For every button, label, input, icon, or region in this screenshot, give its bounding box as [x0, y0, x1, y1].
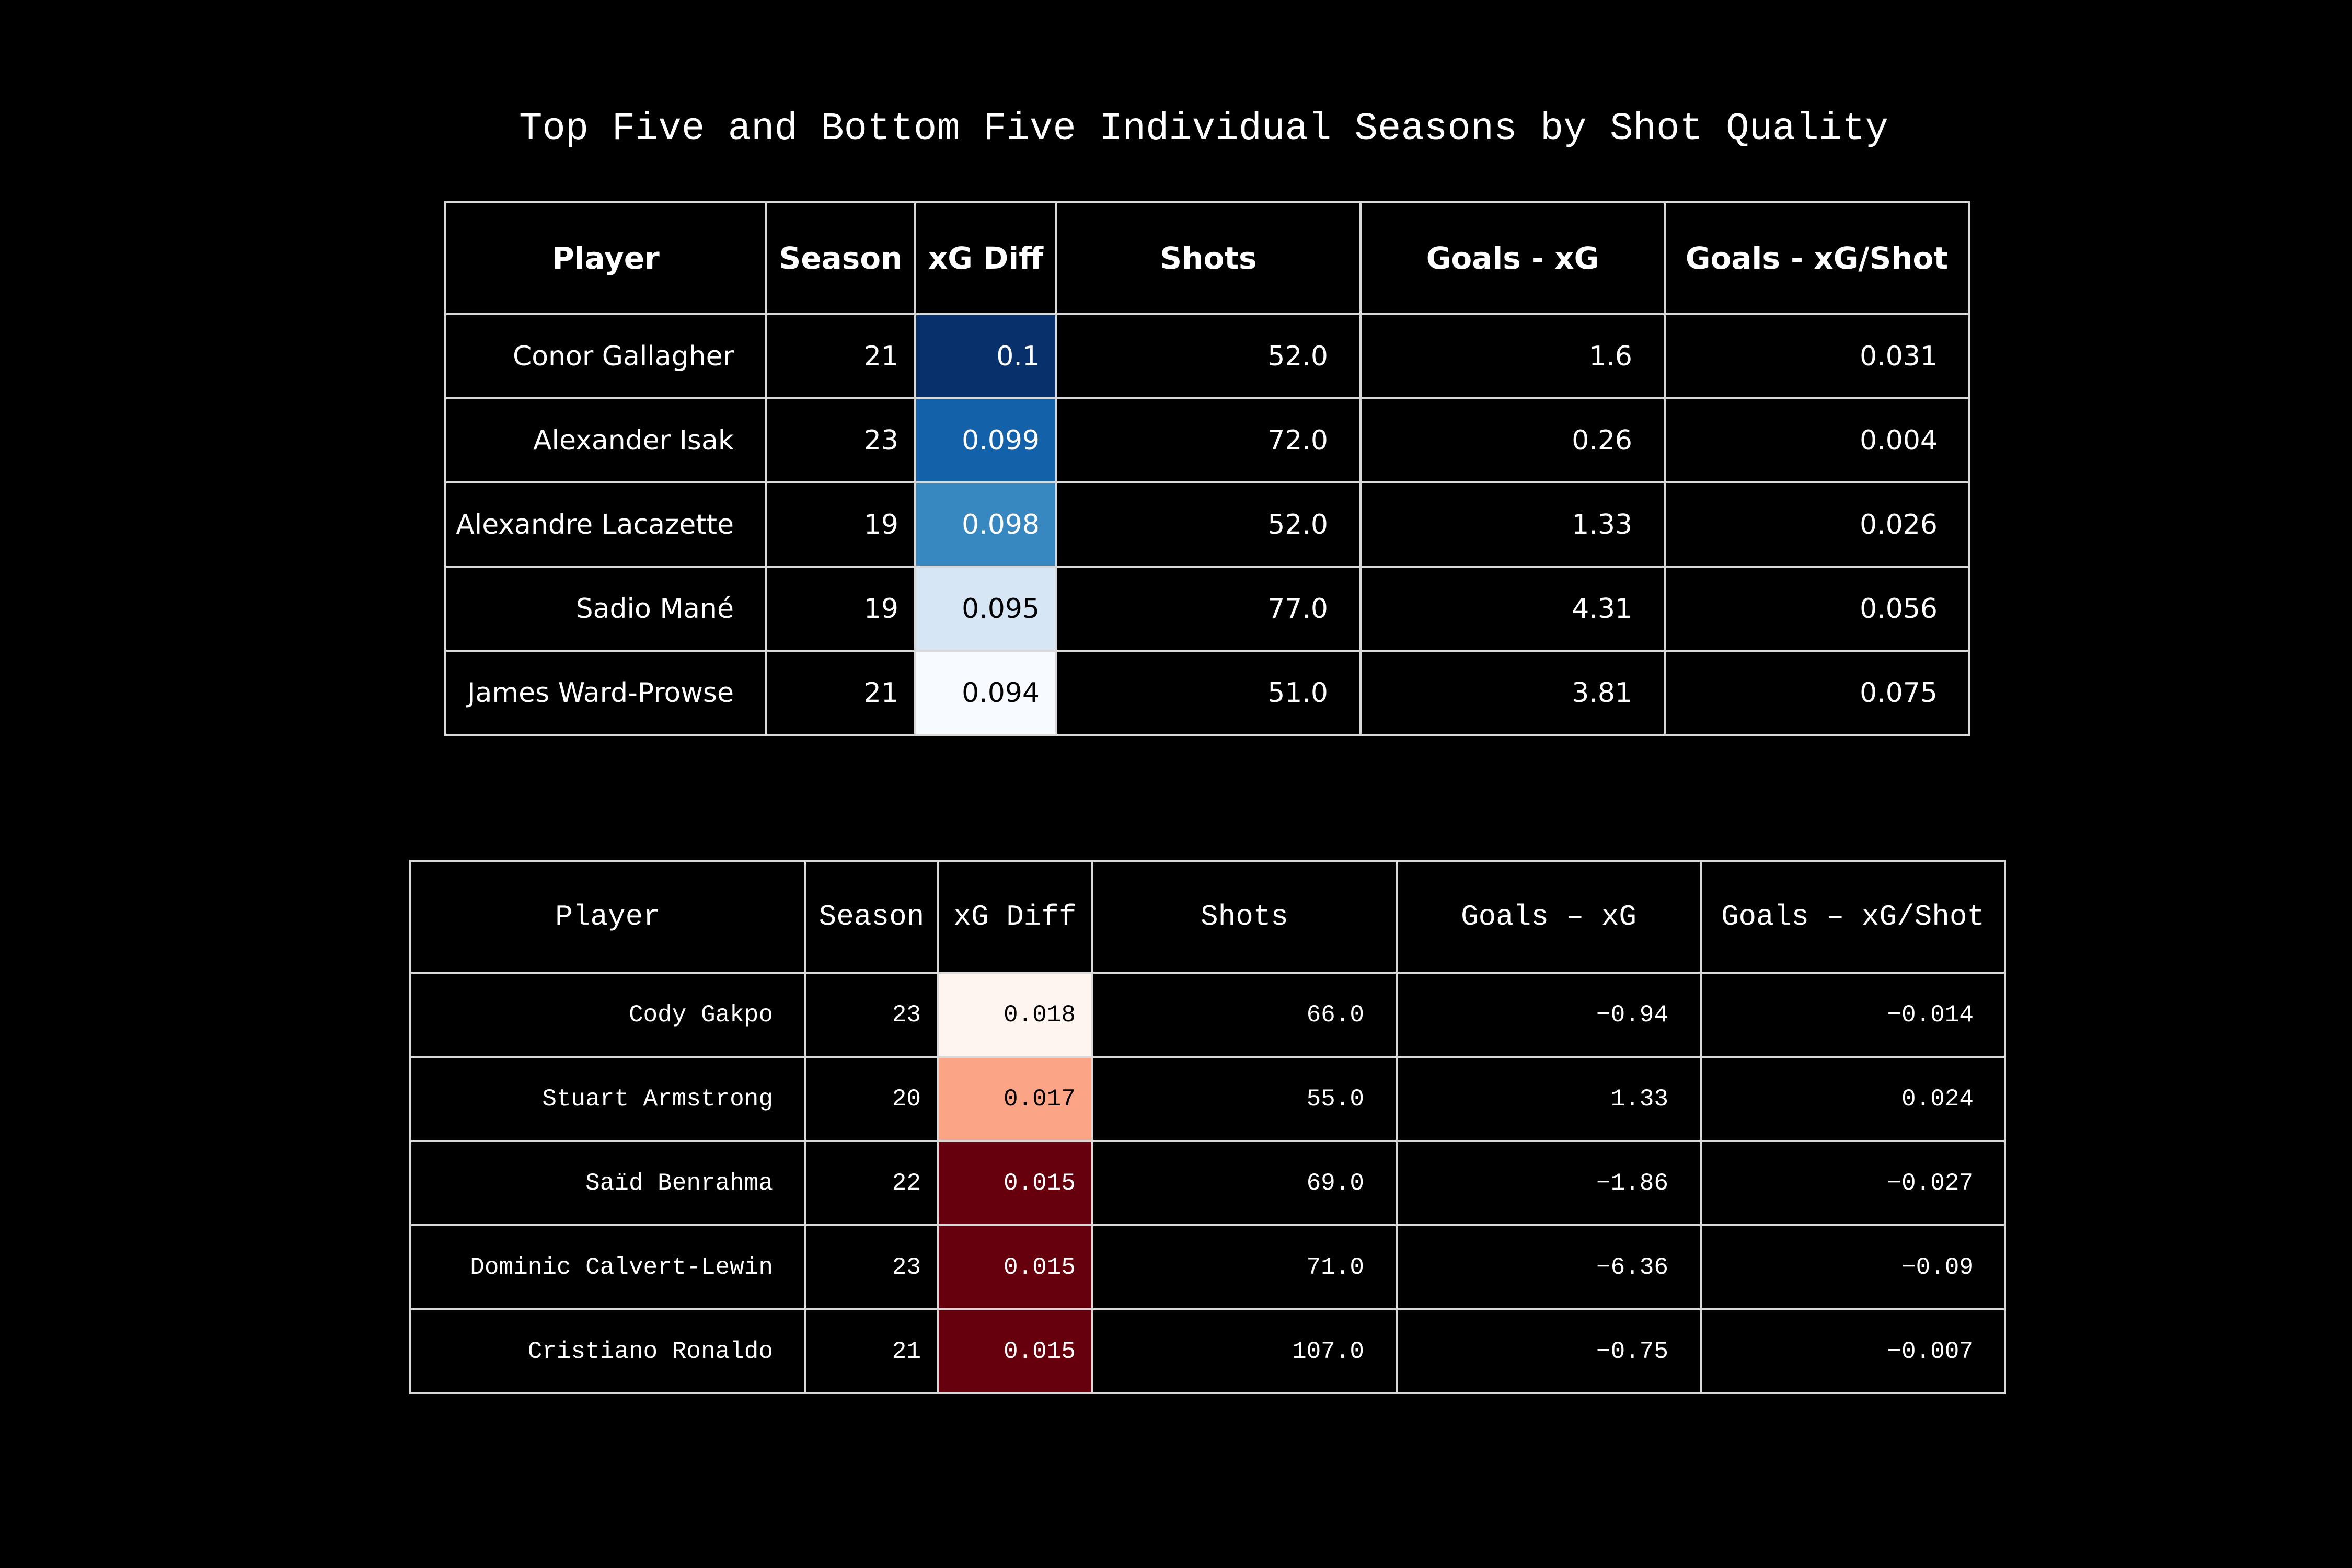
top-cell-player: James Ward-Prowse: [444, 650, 767, 736]
bottom-cell-player: Stuart Armstrong: [409, 1056, 806, 1142]
top-table-row: Sadio Mané 19 0.095 77.0 4.31 0.056: [444, 566, 1970, 652]
bottom-cell-goals-minus-xg: −6.36: [1396, 1224, 1702, 1310]
chart-title: Top Five and Bottom Five Individual Seas…: [518, 107, 1889, 151]
bottom-cell-shots: 107.0: [1091, 1308, 1398, 1394]
top-cell-player: Alexander Isak: [444, 397, 767, 483]
bottom-cell-season: 22: [804, 1140, 939, 1226]
bottom-header-goals-minus-xg-per-shot: Goals – xG/Shot: [1700, 860, 2006, 974]
bottom-cell-xg-diff: 0.018: [937, 972, 1093, 1058]
bottom-cell-goals-minus-xg-per-shot: −0.014: [1700, 972, 2006, 1058]
bottom-cell-player: Cristiano Ronaldo: [409, 1308, 806, 1394]
bottom-table-body: Cody Gakpo 23 0.018 66.0 −0.94 −0.014 Stuart A…: [409, 972, 2006, 1394]
bottom-cell-goals-minus-xg: 1.33: [1396, 1056, 1702, 1142]
bottom-cell-goals-minus-xg: −0.75: [1396, 1308, 1702, 1394]
bottom-cell-goals-minus-xg: −1.86: [1396, 1140, 1702, 1226]
bottom-cell-xg-diff: 0.015: [937, 1224, 1093, 1310]
top-table-body: Conor Gallagher 21 0.1 52.0 1.6 0.031 Alexande…: [444, 313, 1970, 736]
bottom-cell-player: Cody Gakpo: [409, 972, 806, 1058]
top-header-row: Player Season xG Diff Shots Goals - xG Goals …: [444, 201, 1970, 315]
top-cell-goals-minus-xg-per-shot: 0.026: [1664, 481, 1970, 568]
top-cell-season: 21: [765, 650, 916, 736]
top-cell-season: 19: [765, 566, 916, 652]
bottom-cell-player: Dominic Calvert-Lewin: [409, 1224, 806, 1310]
top-cell-shots: 52.0: [1055, 481, 1362, 568]
top-header-xg-diff: xG Diff: [914, 201, 1057, 315]
bottom-cell-season: 23: [804, 972, 939, 1058]
top-table-row: James Ward-Prowse 21 0.094 51.0 3.81 0.075: [444, 650, 1970, 736]
bottom-cell-xg-diff: 0.015: [937, 1308, 1093, 1394]
top-cell-goals-minus-xg: 3.81: [1359, 650, 1666, 736]
top-header-season: Season: [765, 201, 916, 315]
top-cell-xg-diff: 0.098: [914, 481, 1057, 568]
top-cell-goals-minus-xg-per-shot: 0.056: [1664, 566, 1970, 652]
bottom-five-table: Player Season xG Diff Shots Goals – xG Goals …: [409, 860, 2006, 1394]
bottom-table-row: Cristiano Ronaldo 21 0.015 107.0 −0.75 −0.007: [409, 1308, 2006, 1394]
top-cell-shots: 72.0: [1055, 397, 1362, 483]
bottom-cell-shots: 69.0: [1091, 1140, 1398, 1226]
top-cell-xg-diff: 0.095: [914, 566, 1057, 652]
top-cell-player: Alexandre Lacazette: [444, 481, 767, 568]
top-header-player: Player: [444, 201, 767, 315]
bottom-cell-xg-diff: 0.017: [937, 1056, 1093, 1142]
top-cell-season: 19: [765, 481, 916, 568]
top-cell-season: 21: [765, 313, 916, 399]
top-cell-xg-diff: 0.1: [914, 313, 1057, 399]
bottom-cell-goals-minus-xg-per-shot: −0.007: [1700, 1308, 2006, 1394]
bottom-cell-shots: 71.0: [1091, 1224, 1398, 1310]
top-cell-player: Sadio Mané: [444, 566, 767, 652]
top-header-goals-minus-xg: Goals - xG: [1359, 201, 1666, 315]
top-cell-goals-minus-xg: 4.31: [1359, 566, 1666, 652]
top-table-row: Conor Gallagher 21 0.1 52.0 1.6 0.031: [444, 313, 1970, 399]
top-cell-goals-minus-xg-per-shot: 0.004: [1664, 397, 1970, 483]
top-cell-goals-minus-xg-per-shot: 0.031: [1664, 313, 1970, 399]
bottom-cell-goals-minus-xg-per-shot: −0.027: [1700, 1140, 2006, 1226]
top-cell-goals-minus-xg: 1.33: [1359, 481, 1666, 568]
bottom-cell-shots: 66.0: [1091, 972, 1398, 1058]
bottom-table-row: Saïd Benrahma 22 0.015 69.0 −1.86 −0.027: [409, 1140, 2006, 1226]
bottom-header-row: Player Season xG Diff Shots Goals – xG Goals …: [409, 860, 2006, 974]
top-cell-goals-minus-xg-per-shot: 0.075: [1664, 650, 1970, 736]
top-cell-goals-minus-xg: 0.26: [1359, 397, 1666, 483]
bottom-cell-goals-minus-xg-per-shot: −0.09: [1700, 1224, 2006, 1310]
top-cell-xg-diff: 0.099: [914, 397, 1057, 483]
top-cell-shots: 51.0: [1055, 650, 1362, 736]
bottom-cell-shots: 55.0: [1091, 1056, 1398, 1142]
bottom-header-player: Player: [409, 860, 806, 974]
bottom-cell-season: 20: [804, 1056, 939, 1142]
bottom-cell-goals-minus-xg: −0.94: [1396, 972, 1702, 1058]
top-cell-season: 23: [765, 397, 916, 483]
top-table-row: Alexander Isak 23 0.099 72.0 0.26 0.004: [444, 397, 1970, 483]
top-cell-xg-diff: 0.094: [914, 650, 1057, 736]
bottom-table-row: Cody Gakpo 23 0.018 66.0 −0.94 −0.014: [409, 972, 2006, 1058]
top-five-table: Player Season xG Diff Shots Goals - xG Goals …: [444, 201, 1970, 736]
bottom-table-row: Dominic Calvert-Lewin 23 0.015 71.0 −6.36 −0.…: [409, 1224, 2006, 1310]
top-cell-shots: 77.0: [1055, 566, 1362, 652]
top-table-row: Alexandre Lacazette 19 0.098 52.0 1.33 0.026: [444, 481, 1970, 568]
bottom-header-goals-minus-xg: Goals – xG: [1396, 860, 1702, 974]
bottom-header-shots: Shots: [1091, 860, 1398, 974]
bottom-cell-player: Saïd Benrahma: [409, 1140, 806, 1226]
bottom-header-xg-diff: xG Diff: [937, 860, 1093, 974]
bottom-cell-xg-diff: 0.015: [937, 1140, 1093, 1226]
top-header-goals-minus-xg-per-shot: Goals - xG/Shot: [1664, 201, 1970, 315]
top-cell-player: Conor Gallagher: [444, 313, 767, 399]
bottom-cell-season: 21: [804, 1308, 939, 1394]
bottom-cell-goals-minus-xg-per-shot: 0.024: [1700, 1056, 2006, 1142]
bottom-table-row: Stuart Armstrong 20 0.017 55.0 1.33 0.024: [409, 1056, 2006, 1142]
bottom-header-season: Season: [804, 860, 939, 974]
top-cell-shots: 52.0: [1055, 313, 1362, 399]
top-cell-goals-minus-xg: 1.6: [1359, 313, 1666, 399]
top-header-shots: Shots: [1055, 201, 1362, 315]
bottom-cell-season: 23: [804, 1224, 939, 1310]
